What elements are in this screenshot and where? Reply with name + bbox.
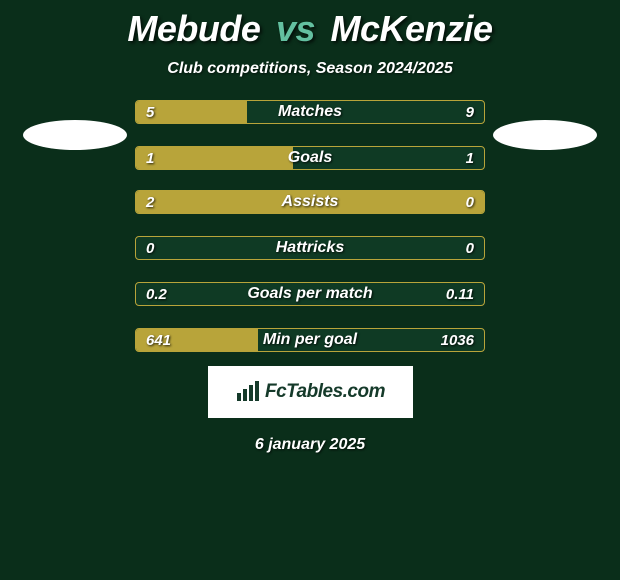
- date-text: 6 january 2025: [255, 436, 365, 454]
- stat-value-right: 0: [466, 191, 474, 213]
- title-player1: Mebude: [127, 8, 260, 49]
- stat-value-right: 1036: [441, 329, 474, 351]
- stat-bar: 0.2Goals per match0.11: [135, 282, 485, 306]
- avatar-right: [493, 120, 597, 150]
- stat-bar: 2Assists0: [135, 190, 485, 214]
- brand-badge: FcTables.com: [208, 366, 413, 418]
- title-player2: McKenzie: [331, 8, 493, 49]
- stat-label: Hattricks: [136, 237, 484, 259]
- avatar-left-slot: [15, 120, 135, 150]
- stat-label: Assists: [136, 191, 484, 213]
- bar-chart-icon: [235, 381, 261, 403]
- brand-text: FcTables.com: [265, 381, 385, 403]
- stats-bars-bottom: 2Assists00Hattricks00.2Goals per match0.…: [135, 190, 485, 352]
- page-title: Mebude vs McKenzie: [127, 8, 492, 50]
- stats-bars-top: 5Matches9 1Goals1: [135, 100, 485, 170]
- stats-row-bottom: 2Assists00Hattricks00.2Goals per match0.…: [0, 190, 620, 352]
- stats-row-top: 5Matches9 1Goals1: [0, 100, 620, 170]
- avatar-left: [23, 120, 127, 150]
- stat-bar: 5Matches9: [135, 100, 485, 124]
- stat-label: Goals per match: [136, 283, 484, 305]
- stat-label: Matches: [136, 101, 484, 123]
- stat-label: Min per goal: [136, 329, 484, 351]
- stat-bar: 0Hattricks0: [135, 236, 485, 260]
- stat-value-right: 1: [466, 147, 474, 169]
- subtitle: Club competitions, Season 2024/2025: [167, 60, 452, 78]
- stat-label: Goals: [136, 147, 484, 169]
- stat-bar: 1Goals1: [135, 146, 485, 170]
- stat-value-right: 9: [466, 101, 474, 123]
- stat-value-right: 0.11: [446, 283, 474, 305]
- title-vs: vs: [276, 8, 315, 49]
- stat-bar: 641Min per goal1036: [135, 328, 485, 352]
- stat-value-right: 0: [466, 237, 474, 259]
- avatar-right-slot: [485, 120, 605, 150]
